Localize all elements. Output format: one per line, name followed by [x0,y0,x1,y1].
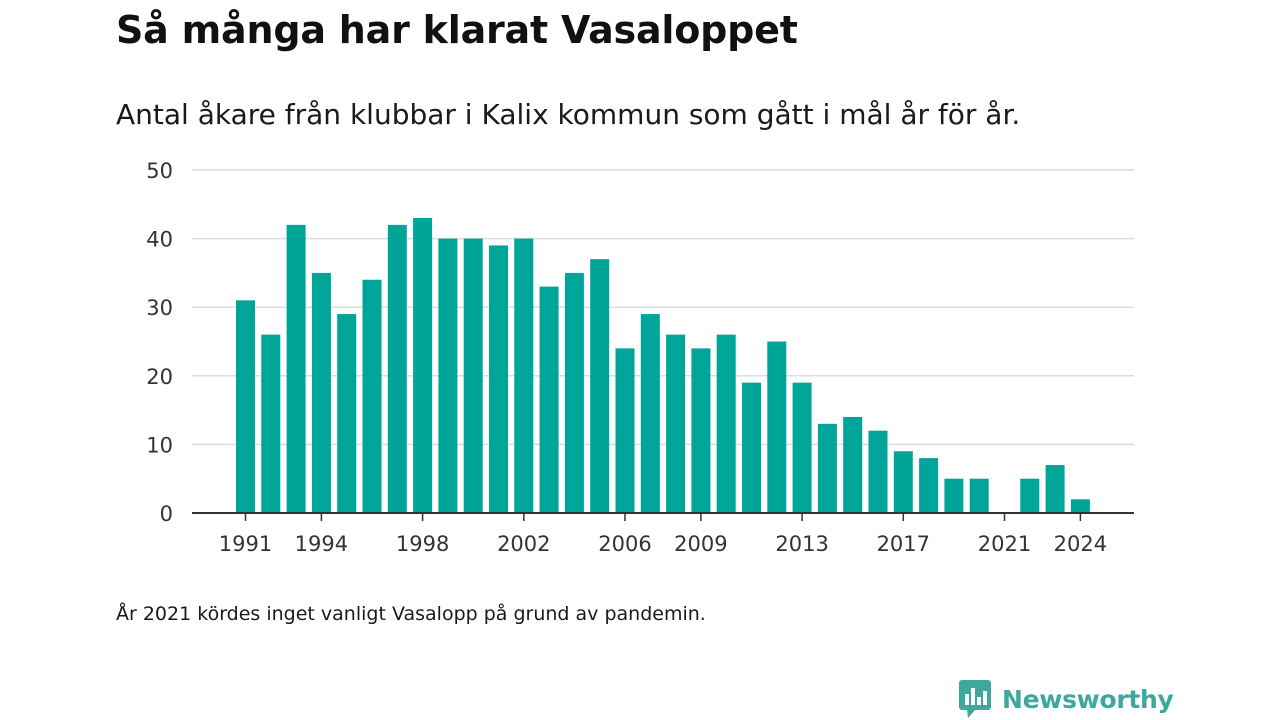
bar-2000 [463,238,483,513]
bar-2010 [716,334,736,513]
bar-2016 [868,430,888,513]
bar-1991 [236,300,255,513]
x-tick-label: 2013 [775,532,828,556]
bar-2023 [1045,464,1065,513]
x-tick-label: 2017 [877,532,930,556]
grid-lines [192,169,1134,446]
bar-1999 [438,238,458,513]
bar-2020 [969,478,989,513]
bar-2014 [817,423,837,513]
bar-2017 [893,451,913,513]
bar-2018 [919,458,939,513]
x-tick-label: 1994 [295,532,348,556]
x-tick-label: 2006 [598,532,651,556]
y-tick-label: 30 [146,296,173,320]
y-tick-label: 10 [146,433,173,457]
bar-2008 [666,334,686,513]
bar-2003 [539,286,559,513]
bar-2019 [944,478,964,513]
bar-2012 [767,341,787,513]
bar-2024 [1070,499,1090,513]
bar-1994 [311,272,331,513]
bar-1993 [286,224,306,513]
x-tick-label: 2002 [497,532,550,556]
y-tick-label: 40 [146,228,173,252]
chart-title: Så många har klarat Vasaloppet [116,8,798,52]
bar-1997 [387,224,407,513]
x-tick-label: 2021 [978,532,1031,556]
x-tick-label: 2024 [1054,532,1107,556]
bar-1998 [413,218,433,513]
bars [236,218,1090,513]
x-tick-label: 2009 [674,532,727,556]
bar-2007 [640,314,660,513]
newsworthy-logo-icon [959,680,991,718]
bar-2006 [615,348,635,513]
bar-1996 [362,279,382,513]
chart-subtitle: Antal åkare från klubbar i Kalix kommun … [116,98,1021,131]
brand-logo: Newsworthy [958,679,1174,719]
brand-name: Newsworthy [1002,684,1174,714]
bar-2004 [564,272,584,513]
x-tick-label: 1991 [219,532,272,556]
y-tick-label: 20 [146,365,173,389]
x-tick-label: 1998 [396,532,449,556]
y-tick-label: 0 [160,502,173,526]
axes: 0 10 20 30 40 50 1991 1994 1998 2002 2006 2009 2013 2… [146,159,1134,556]
bar-2015 [843,416,863,513]
bar-2005 [590,259,610,513]
bar-2009 [691,348,711,513]
bar-1995 [337,314,357,513]
bar-2013 [792,382,812,513]
bar-2002 [514,238,534,513]
footnote: År 2021 kördes inget vanligt Vasalopp på… [116,603,706,625]
bar-1992 [261,334,281,513]
bar-2011 [742,382,761,513]
bar-2022 [1020,478,1040,513]
y-tick-label: 50 [146,159,173,183]
bar-2001 [489,245,508,513]
